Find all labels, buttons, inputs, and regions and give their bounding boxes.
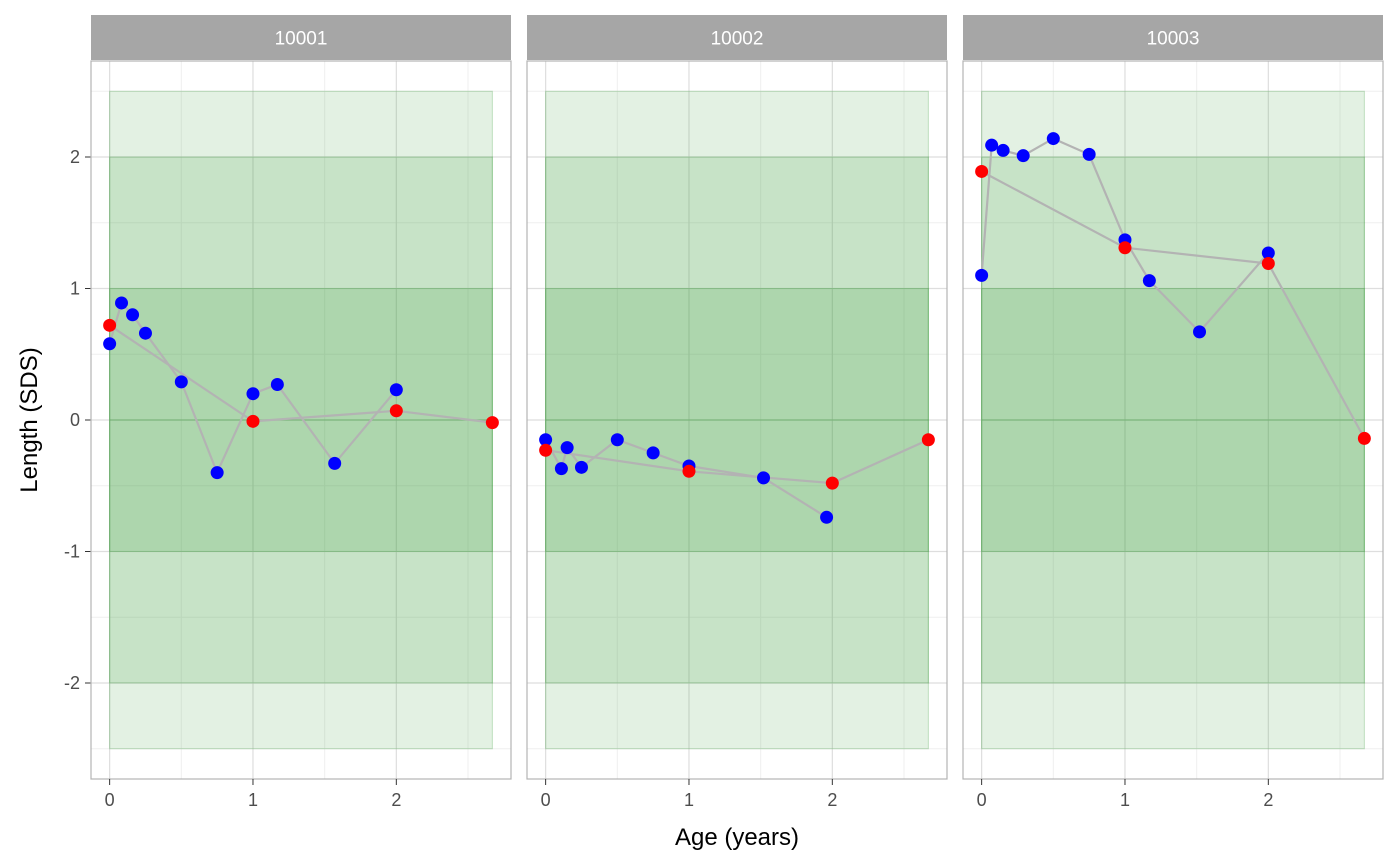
reference-band-2	[109, 287, 493, 553]
y-axis-title: Length (SDS)	[16, 347, 43, 492]
predicted-point	[1357, 431, 1371, 445]
facet-strip	[963, 15, 1383, 60]
measured-point	[103, 337, 117, 351]
predicted-point	[921, 433, 935, 447]
predicted-point	[485, 416, 499, 430]
x-tick-label-0: 0	[105, 790, 115, 810]
reference-band-1	[545, 156, 929, 684]
predicted-point	[682, 464, 696, 478]
x-tick-label-0: 0	[541, 790, 551, 810]
predicted-point	[975, 164, 989, 178]
predicted-point	[246, 414, 260, 428]
facet-strip	[91, 15, 511, 60]
panel-10003: 10003 0 1 2	[962, 15, 1384, 810]
measured-point	[985, 138, 999, 152]
measured-point	[115, 296, 129, 310]
measured-point	[1046, 132, 1060, 146]
measured-point	[270, 377, 284, 391]
x-tick-label-1: 1	[1120, 790, 1130, 810]
measured-point	[246, 387, 260, 401]
measured-point	[554, 462, 568, 476]
measured-point	[646, 446, 660, 460]
reference-band-0	[109, 90, 493, 750]
measured-point	[389, 383, 403, 397]
x-tick-label-1: 1	[248, 790, 258, 810]
reference-band-2	[545, 287, 929, 553]
y-tick-label-3: 1	[70, 278, 80, 298]
panel-border	[90, 60, 512, 780]
measured-point	[820, 510, 834, 524]
measured-point	[560, 441, 574, 455]
y-tick-label-4: 2	[70, 147, 80, 167]
x-axis-title: Age (years)	[675, 824, 799, 851]
measured-point	[610, 433, 624, 447]
predicted-point	[1261, 257, 1275, 271]
measured-point	[138, 326, 152, 340]
reference-band-1	[981, 156, 1365, 684]
x-tick-label-2: 2	[827, 790, 837, 810]
predicted-point	[825, 476, 839, 490]
measured-point	[210, 466, 224, 480]
measured-point	[328, 456, 342, 470]
predicted-point	[103, 318, 117, 332]
facet-strip	[527, 15, 947, 60]
measured-point	[574, 460, 588, 474]
measured-point	[1261, 246, 1275, 260]
facet-strip-label: 10002	[711, 29, 764, 50]
facet-strip-label: 10003	[1147, 29, 1200, 50]
y-tick-label-1: -1	[64, 542, 80, 562]
facet-strip-label: 10001	[275, 29, 328, 50]
measured-point	[539, 433, 553, 447]
measured-point	[1193, 325, 1207, 339]
reference-band-0	[981, 90, 1365, 750]
x-tick-label-2: 2	[391, 790, 401, 810]
predicted-line	[108, 324, 493, 424]
measured-point	[975, 268, 989, 282]
x-tick-label-1: 1	[684, 790, 694, 810]
measured-point	[1142, 274, 1156, 288]
measured-point	[1082, 147, 1096, 161]
measured-point	[1016, 149, 1030, 163]
panel-10002: 10002 0 1 2	[526, 15, 948, 810]
panel-10001: 10001 0 1 2	[90, 15, 512, 810]
y-tick-label-0: -2	[64, 673, 80, 693]
reference-band-2	[981, 287, 1365, 553]
panel-border	[526, 60, 948, 780]
predicted-point	[1118, 241, 1132, 255]
predicted-point	[389, 404, 403, 418]
measured-point	[996, 143, 1010, 157]
measured-line	[108, 300, 398, 476]
measured-point	[126, 308, 140, 322]
reference-band-1	[109, 156, 493, 684]
panel-border	[962, 60, 1384, 780]
measured-point	[174, 375, 188, 389]
x-tick-label-2: 2	[1263, 790, 1273, 810]
predicted-point	[539, 443, 553, 457]
y-tick-label-2: 0	[70, 410, 80, 430]
reference-band-0	[545, 90, 929, 750]
x-tick-label-0: 0	[977, 790, 987, 810]
predicted-line	[981, 170, 1366, 439]
measured-point	[757, 471, 771, 485]
